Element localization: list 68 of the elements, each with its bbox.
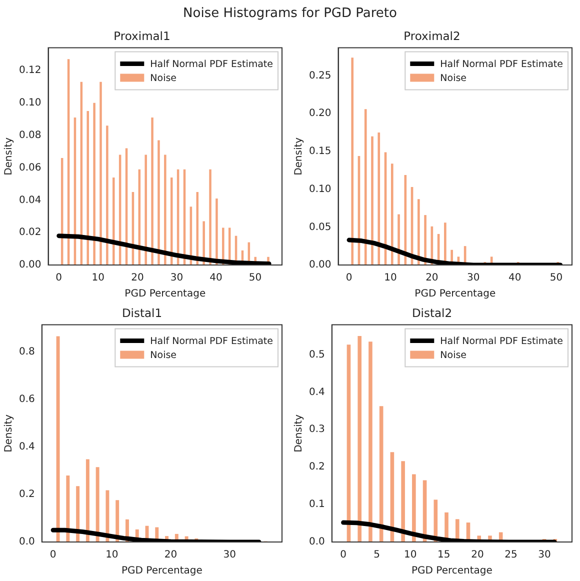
y-tick-label: 0.2 [18,489,35,500]
y-tick-label: 0.20 [309,108,332,120]
y-axis-title: Density [294,414,305,452]
x-tick-label: 40 [210,272,222,284]
x-axis-title: PGD Percentage [121,566,202,577]
legend-label: Half Normal PDF Estimate [440,336,564,347]
legend-label: Noise [150,350,177,361]
y-tick-label: 0.00 [309,260,332,271]
y-tick-label: 0.05 [309,222,332,233]
y-axis-title: Density [4,414,15,452]
y-tick-label: 0.00 [19,260,42,271]
x-tick-label: 5 [374,550,380,561]
y-tick-label: 0.06 [19,162,42,174]
x-tick-label: 25 [504,550,518,561]
y-tick-label: 0.08 [19,130,42,141]
x-tick-label: 50 [248,272,262,284]
y-tick-label: 0.02 [19,227,42,238]
x-axis-title: PGD Percentage [411,566,492,577]
x-tick-label: 10 [106,550,118,561]
x-tick-label: 30 [223,550,236,561]
legend-label: Noise [440,350,467,361]
y-tick-label: 0.04 [19,194,42,206]
y-tick-label: 0.0 [308,536,325,548]
x-tick-label: 20 [131,272,144,284]
y-tick-label: 0.8 [18,346,35,358]
text: Noise Histograms for PGD Pareto [183,6,397,20]
x-axis-title: PGD Percentage [124,288,206,300]
y-tick-label: 0.3 [308,424,325,436]
x-tick-label: 20 [471,550,484,561]
x-tick-label: 0 [346,272,352,284]
x-tick-label: 15 [438,550,450,561]
y-tick-label: 0.10 [309,184,332,195]
x-tick-label: 10 [92,272,105,284]
x-tick-label: 40 [508,272,522,284]
legend-label: Noise [150,72,177,84]
y-tick-label: 0.6 [18,394,35,406]
y-tick-label: 0.12 [19,65,42,76]
x-tick-label: 50 [550,272,563,284]
legend-label: Noise [440,72,467,84]
y-tick-label: 0.10 [19,98,42,109]
chart-title: Distal2 [412,306,452,320]
legend-label: Half Normal PDF Estimate [150,58,274,70]
x-tick-label: 10 [384,272,397,284]
x-tick-label: 30 [170,272,184,284]
y-axis-title: Density [294,137,305,176]
y-tick-label: 0.1 [308,499,325,510]
chart-title: Proximal2 [404,28,460,43]
y-tick-label: 0.4 [18,442,35,453]
y-tick-label: 0.4 [308,386,325,398]
chart-title: Distal1 [122,306,162,320]
legend-label: Half Normal PDF Estimate [150,336,274,347]
y-tick-label: 0.2 [308,462,325,473]
y-tick-label: 0.0 [18,536,35,548]
x-tick-label: 10 [404,550,417,561]
x-tick-label: 20 [164,550,178,561]
x-tick-label: 0 [50,550,56,561]
y-axis-title: Density [4,137,15,176]
x-tick-label: 0 [56,272,62,284]
legend-label: Half Normal PDF Estimate [440,58,564,70]
chart-title: Proximal1 [114,28,170,43]
x-tick-label: 0 [340,550,346,561]
y-tick-label: 0.25 [309,70,332,82]
x-tick-label: 20 [426,272,438,284]
x-axis-title: PGD Percentage [414,288,496,300]
x-tick-label: 30 [538,550,551,561]
y-tick-label: 0.15 [309,146,332,158]
y-tick-label: 0.5 [308,349,325,360]
x-tick-label: 30 [467,272,480,284]
